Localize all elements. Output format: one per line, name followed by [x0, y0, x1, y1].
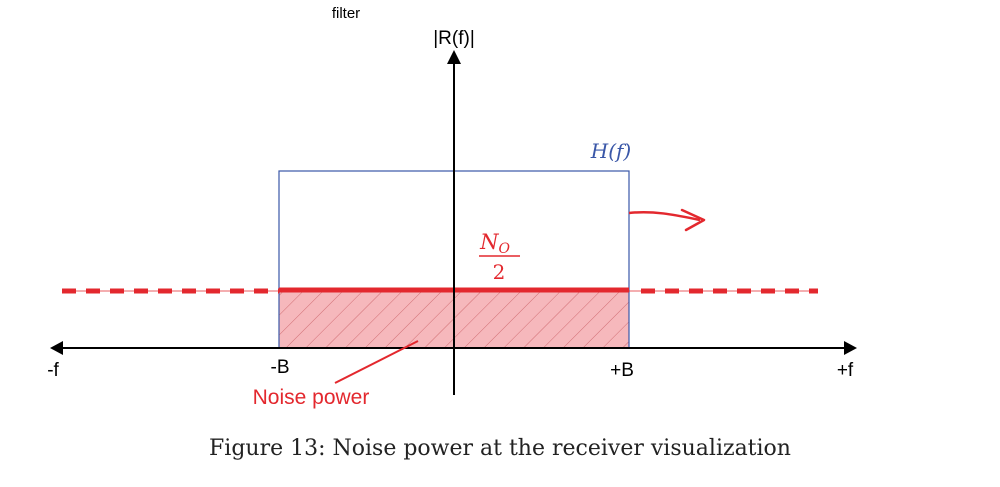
- filter-label: H(f): [590, 139, 631, 163]
- output-arrowhead-icon: [680, 208, 706, 232]
- tick-minus-b: -B: [271, 357, 290, 378]
- noise-denominator: 2: [493, 260, 506, 284]
- x-axis-right-label: +f: [837, 360, 854, 381]
- top-label: filter: [332, 5, 360, 22]
- output-arrow-icon: [628, 210, 701, 222]
- x-axis-right-arrow: [844, 341, 857, 355]
- noise-power-label: Noise power: [253, 386, 370, 409]
- y-axis-label: |R(f)|: [433, 28, 475, 49]
- tick-plus-b: +B: [610, 360, 634, 381]
- x-axis-left-arrow: [50, 341, 63, 355]
- x-axis-left-label: -f: [47, 360, 59, 381]
- figure-caption: Figure 13: Noise power at the receiver v…: [209, 436, 791, 461]
- noise-power-pointer: [334, 340, 419, 384]
- y-axis-arrow: [447, 50, 461, 64]
- noise-level-fraction: NO 2: [479, 230, 520, 284]
- noise-numerator: NO: [479, 230, 510, 257]
